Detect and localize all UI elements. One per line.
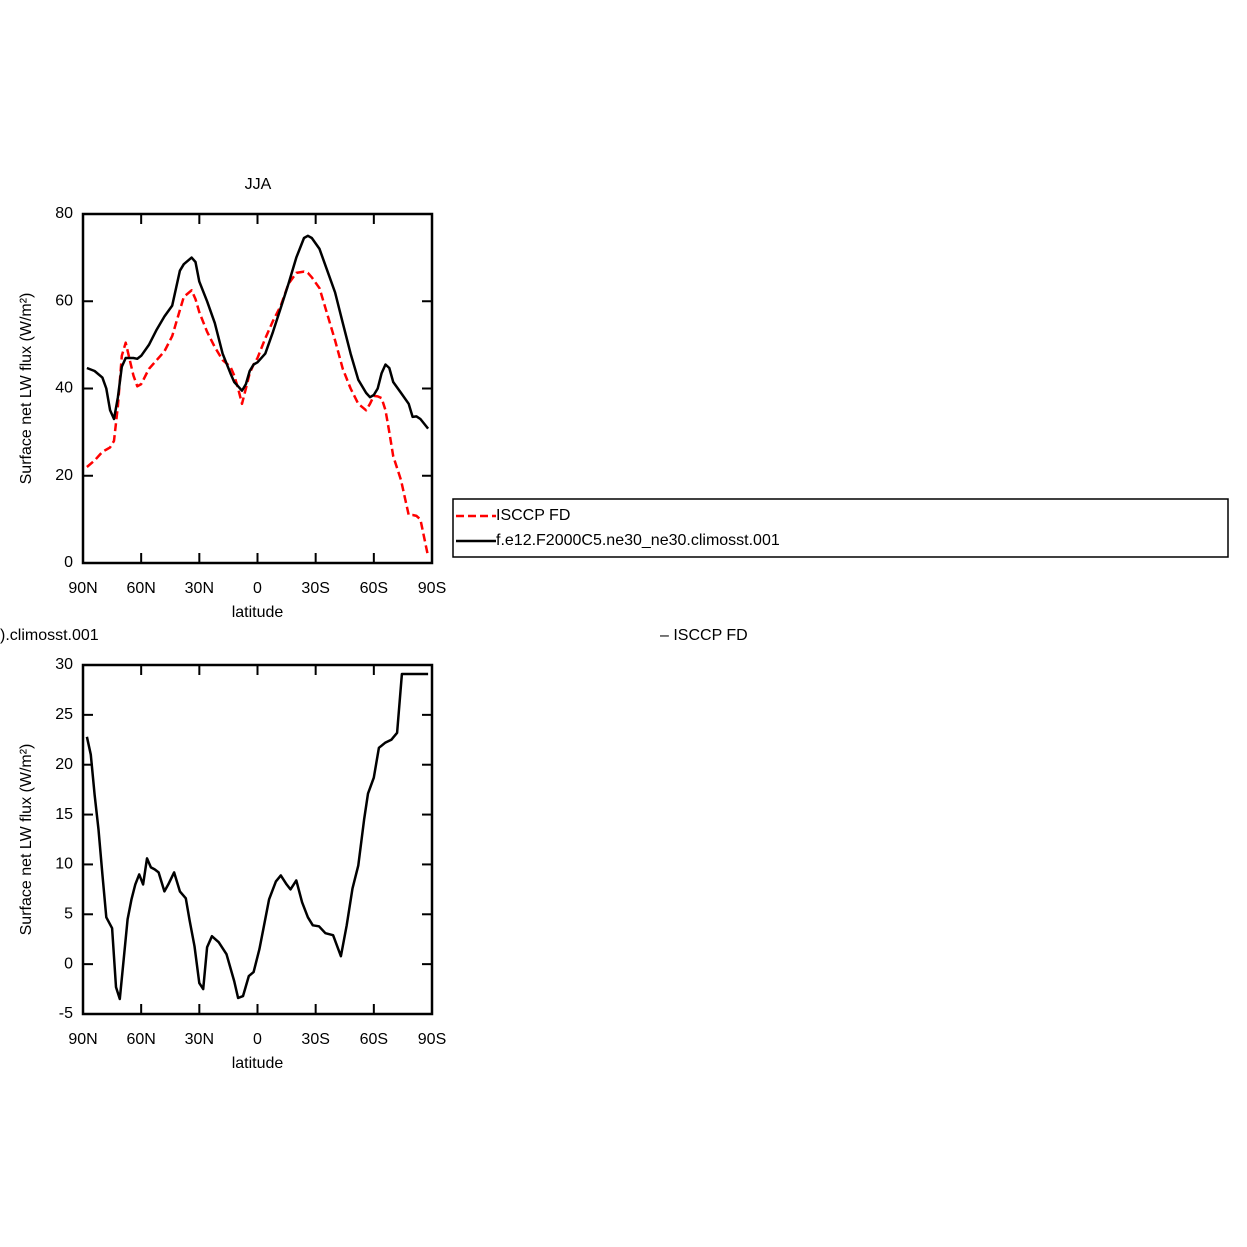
x-axis-label: latitude — [232, 1055, 284, 1072]
x-tick-label: 60S — [360, 580, 388, 597]
y-tick-label: 40 — [55, 380, 73, 397]
chart-subtitle: – ISCCP FD — [660, 627, 748, 644]
x-tick-label: 30N — [185, 1031, 214, 1048]
y-tick-label: 0 — [64, 955, 73, 972]
x-tick-label: 60N — [126, 1031, 155, 1048]
series-line — [86, 234, 430, 430]
x-tick-label: 90N — [68, 580, 97, 597]
x-tick-label: 90N — [68, 1031, 97, 1048]
y-tick-label: 15 — [55, 806, 73, 823]
x-tick-label: 30S — [301, 1031, 329, 1048]
y-tick-label: 30 — [55, 656, 73, 673]
x-tick-label: 60N — [126, 580, 155, 597]
x-tick-label: 0 — [253, 1031, 262, 1048]
y-tick-label: -5 — [59, 1005, 73, 1022]
y-axis-label: Surface net LW flux (W/m²) — [18, 293, 35, 485]
y-tick-label: 5 — [64, 906, 73, 923]
x-tick-label: 30N — [185, 580, 214, 597]
legend-label: ISCCP FD — [496, 507, 570, 524]
y-tick-label: 20 — [55, 756, 73, 773]
series-line — [85, 672, 429, 1001]
plot-frame — [81, 212, 434, 565]
legend-label: f.e12.F2000C5.ne30_ne30.climosst.001 — [496, 532, 780, 549]
y-tick-label: 0 — [64, 554, 73, 571]
x-axis-label: latitude — [232, 604, 284, 621]
chart-title: JJA — [245, 176, 272, 193]
x-tick-label: 30S — [301, 580, 329, 597]
y-tick-label: 25 — [55, 706, 73, 723]
y-tick-label: 80 — [55, 205, 73, 222]
x-tick-label: 0 — [253, 580, 262, 597]
legend-box — [452, 498, 1229, 558]
x-tick-label: 90S — [418, 1031, 446, 1048]
chart-title: ).climosst.001 — [0, 627, 99, 644]
y-tick-label: 60 — [55, 292, 73, 309]
y-axis-label: Surface net LW flux (W/m²) — [18, 744, 35, 936]
y-tick-label: 10 — [55, 856, 73, 873]
y-tick-label: 20 — [55, 467, 73, 484]
plot-frame — [81, 663, 434, 1016]
x-tick-label: 90S — [418, 580, 446, 597]
x-tick-label: 60S — [360, 1031, 388, 1048]
